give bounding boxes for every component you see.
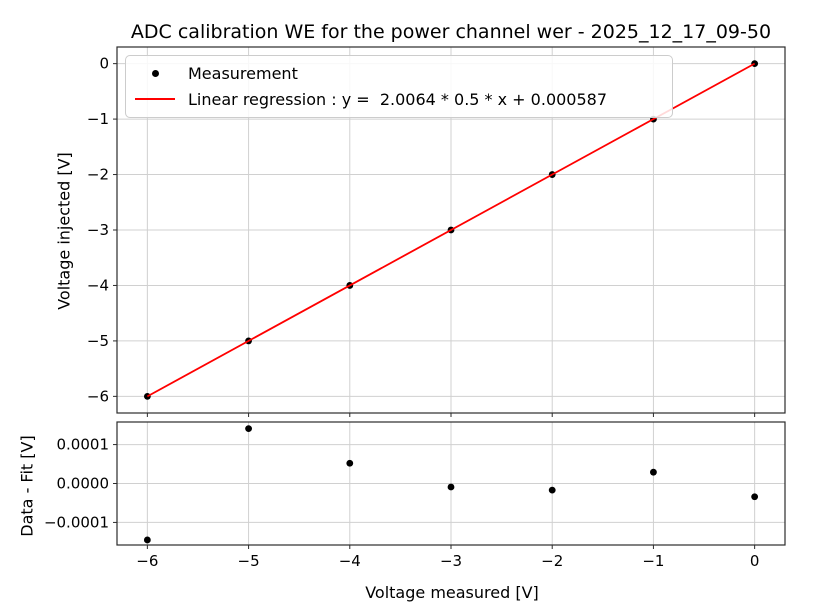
x-tick-label: −3 — [440, 552, 462, 570]
x-tick-label: −4 — [339, 552, 361, 570]
main-y-axis-label: Voltage injected [V] — [54, 152, 74, 310]
y-tick-label: −6 — [87, 387, 109, 405]
x-tick-label: −6 — [136, 552, 158, 570]
x-tick-label: −1 — [642, 552, 664, 570]
residual-plot: −6 −5 −4 −3 −2 −1 0 0.0001 0.0000 −0.0001 — [44, 421, 786, 570]
fit-line-icon — [135, 98, 175, 100]
data-point — [751, 493, 759, 501]
data-point — [751, 60, 759, 68]
data-point — [447, 483, 455, 491]
legend-label-measurement: Measurement — [188, 63, 298, 83]
y-tick-label: −5 — [87, 332, 109, 350]
x-tick-label: −5 — [238, 552, 260, 570]
x-tick-label: −2 — [541, 552, 563, 570]
data-point — [346, 459, 354, 467]
data-point — [143, 536, 151, 544]
x-axis-label: Voltage measured [V] — [365, 583, 539, 602]
data-point — [548, 486, 556, 494]
data-point — [650, 468, 657, 476]
y-tick-label: 0 — [99, 55, 109, 73]
y-tick-label: −4 — [87, 276, 109, 294]
data-point — [245, 425, 252, 433]
legend-handle — [135, 69, 175, 77]
y-tick-label: −3 — [87, 221, 109, 239]
residual-y-axis-label: Data - Fit [V] — [17, 435, 37, 537]
y-tick-label: −2 — [87, 166, 109, 184]
regression-line — [146, 62, 756, 398]
legend-label-fit: Linear regression : y = 2.0064 * 0.5 * x… — [188, 89, 608, 109]
y-tick-label: 0.0000 — [57, 475, 110, 493]
measurement-marker-icon — [151, 69, 159, 77]
chart-title: ADC calibration WE for the power channel… — [130, 21, 772, 43]
x-tick-label: 0 — [750, 552, 760, 570]
legend-handle — [135, 98, 175, 100]
y-tick-label: −0.0001 — [44, 513, 109, 531]
legend: Measurement Linear regression : y = 2.00… — [125, 55, 673, 118]
legend-entry-measurement: Measurement — [126, 60, 672, 86]
y-tick-label: −1 — [87, 110, 109, 128]
axes-spines — [116, 46, 786, 414]
axes-spines — [116, 421, 786, 546]
y-tick-label: 0.0001 — [57, 436, 110, 454]
legend-entry-fit: Linear regression : y = 2.0064 * 0.5 * x… — [126, 86, 672, 112]
